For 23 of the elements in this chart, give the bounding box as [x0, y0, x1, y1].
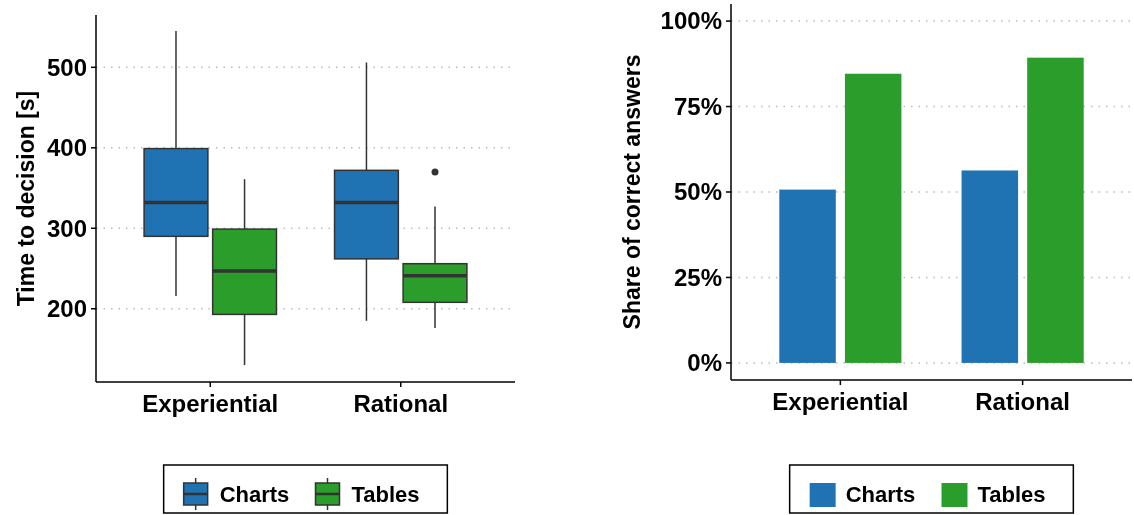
y-tick-label: 0%: [687, 349, 722, 377]
y-tick-label: 300: [46, 214, 87, 242]
y-axis-title: Share of correct answers: [619, 54, 646, 330]
x-tick-label: Rational: [353, 390, 449, 417]
y-tick-label: 400: [46, 134, 87, 162]
bar: [1027, 57, 1084, 363]
legend-label: Tables: [977, 482, 1046, 507]
legend-label: Tables: [351, 482, 420, 507]
y-tick-label: 500: [46, 53, 87, 81]
y-tick-label: 75%: [673, 92, 722, 120]
bar: [844, 73, 902, 363]
legend-label: Charts: [845, 482, 916, 507]
bar: [779, 189, 836, 363]
x-tick-label: Experiential: [772, 388, 909, 415]
y-tick-label: 200: [46, 295, 87, 323]
y-tick-label: 50%: [673, 178, 722, 206]
x-tick-label: Rational: [975, 388, 1070, 415]
y-tick-label: 25%: [673, 263, 722, 291]
x-tick-label: Experiential: [142, 390, 279, 417]
legend-label: Charts: [219, 482, 290, 507]
bar: [961, 170, 1019, 363]
y-tick-label: 100%: [660, 7, 722, 35]
y-axis-title: Time to decision [s]: [13, 90, 40, 307]
